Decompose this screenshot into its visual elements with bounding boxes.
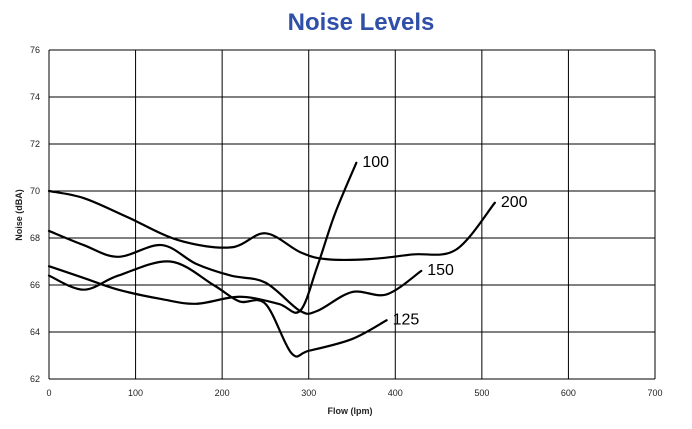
x-tick-label: 500 [474, 388, 489, 398]
series-lines [47, 161, 496, 358]
grid [48, 49, 656, 380]
y-tick-label: 76 [30, 45, 40, 55]
series-label-100: 100 [362, 154, 389, 171]
series-line-125 [47, 260, 388, 358]
series-line-200 [47, 189, 496, 261]
x-tick-label: 0 [46, 388, 51, 398]
y-tick-label: 74 [30, 92, 40, 102]
x-tick-label: 100 [128, 388, 143, 398]
x-tick-label: 700 [647, 388, 662, 398]
series-labels: 100 125 150 200 [362, 154, 527, 328]
y-axis-label: Noise (dBA) [14, 189, 24, 241]
chart-title: Noise Levels [288, 9, 435, 36]
series-label-125: 125 [393, 311, 420, 328]
x-tick-label: 200 [215, 388, 230, 398]
y-tick-label: 64 [30, 327, 40, 337]
y-tick-label: 62 [30, 374, 40, 384]
series-line-150 [47, 229, 423, 315]
x-tick-label: 600 [561, 388, 576, 398]
x-tick-label: 400 [388, 388, 403, 398]
y-tick-label: 72 [30, 139, 40, 149]
tick-labels: 0 100 200 300 400 500 600 700 62 64 66 68 70 72 74 76 [30, 45, 663, 398]
series-line-100 [47, 161, 358, 314]
x-axis-label: Flow (lpm) [328, 406, 373, 416]
series-label-200: 200 [501, 194, 528, 211]
y-tick-label: 70 [30, 186, 40, 196]
series-label-150: 150 [427, 262, 454, 279]
y-tick-label: 68 [30, 233, 40, 243]
y-tick-label: 66 [30, 280, 40, 290]
x-tick-label: 300 [301, 388, 316, 398]
